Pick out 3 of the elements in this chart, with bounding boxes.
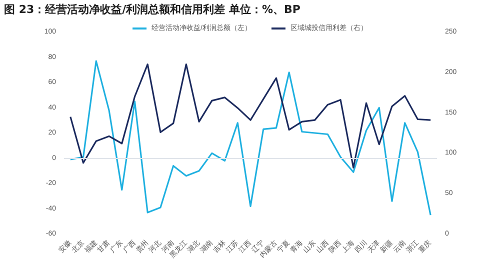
- line-series: [70, 60, 432, 216]
- chart-title: 图 23：经营活动净收益/利润总额和信用利差 单位：%、BP: [4, 2, 300, 17]
- line-series: [70, 64, 432, 169]
